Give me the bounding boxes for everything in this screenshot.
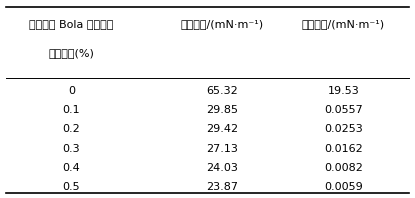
Text: 29.85: 29.85 bbox=[206, 105, 238, 115]
Text: 性剂浓度(%): 性剂浓度(%) bbox=[49, 48, 94, 58]
Text: 0.4: 0.4 bbox=[63, 163, 81, 173]
Text: 0: 0 bbox=[68, 86, 75, 96]
Text: 0.1: 0.1 bbox=[63, 105, 80, 115]
Text: 0.0557: 0.0557 bbox=[324, 105, 363, 115]
Text: 23.87: 23.87 bbox=[206, 182, 238, 192]
Text: 磺化粗酚 Bola 型表面活: 磺化粗酚 Bola 型表面活 bbox=[29, 19, 114, 29]
Text: 65.32: 65.32 bbox=[206, 86, 238, 96]
Text: 0.0162: 0.0162 bbox=[324, 144, 363, 154]
Text: 19.53: 19.53 bbox=[328, 86, 359, 96]
Text: 0.0082: 0.0082 bbox=[324, 163, 363, 173]
Text: 24.03: 24.03 bbox=[206, 163, 238, 173]
Text: 0.3: 0.3 bbox=[63, 144, 80, 154]
Text: 0.5: 0.5 bbox=[63, 182, 80, 192]
Text: 0.0253: 0.0253 bbox=[324, 125, 363, 134]
Text: 29.42: 29.42 bbox=[206, 125, 238, 134]
Text: 27.13: 27.13 bbox=[206, 144, 238, 154]
Text: 0.0059: 0.0059 bbox=[324, 182, 363, 192]
Text: 0.2: 0.2 bbox=[63, 125, 81, 134]
Text: 表面张力/(mN·m⁻¹): 表面张力/(mN·m⁻¹) bbox=[181, 19, 264, 29]
Text: 界面张力/(mN·m⁻¹): 界面张力/(mN·m⁻¹) bbox=[302, 19, 385, 29]
